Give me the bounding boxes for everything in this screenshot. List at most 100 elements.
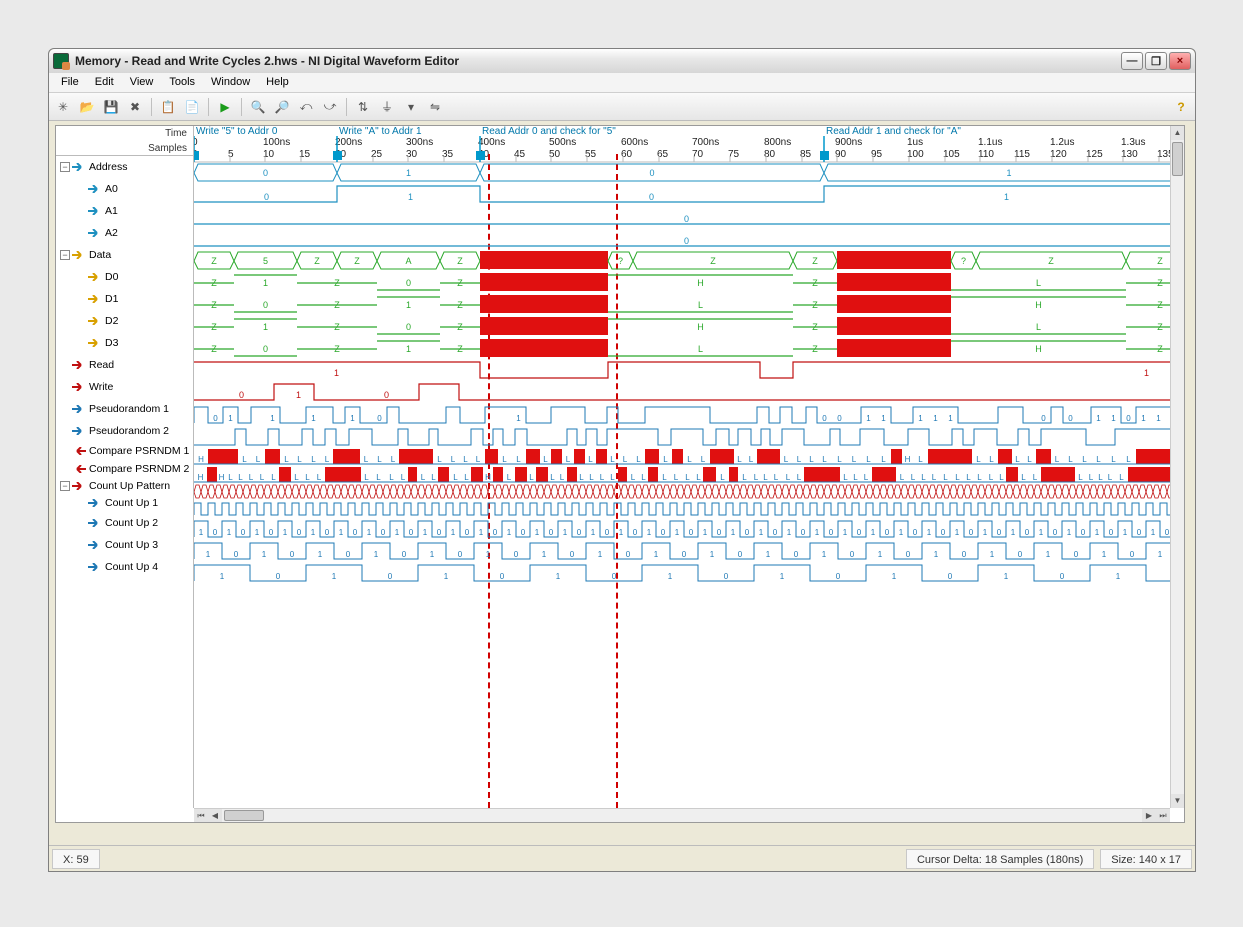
svg-text:L: L	[1119, 473, 1124, 482]
minimize-button[interactable]: —	[1121, 52, 1143, 70]
waveform-compare-psrndm-1[interactable]: HLLLLLLLLLLLLLLLLLLLLLLLLLLLLLLLLLLHLLLL…	[194, 449, 1170, 464]
svg-text:Z: Z	[457, 256, 463, 266]
svg-text:0: 0	[913, 528, 918, 537]
waveform-pseudorandom-2[interactable]	[194, 429, 1170, 445]
menu-tools[interactable]: Tools	[161, 73, 203, 92]
waveform-a1[interactable]: 0	[194, 214, 1170, 224]
signal-row-d3[interactable]: D3	[56, 332, 193, 354]
help-button[interactable]: ?	[1171, 97, 1191, 117]
scroll-down-button[interactable]: ▼	[1171, 794, 1184, 808]
waveform-d1[interactable]: Z0Z1ZLZHZ	[194, 295, 1170, 313]
svg-text:L: L	[742, 473, 747, 482]
svg-text:1: 1	[311, 414, 316, 423]
scroll-up-button[interactable]: ▲	[1171, 126, 1184, 140]
menu-window[interactable]: Window	[203, 73, 258, 92]
toolbar-button-4-2[interactable]: ▾	[401, 97, 421, 117]
toolbar-button-1-0[interactable]: 📋	[158, 97, 178, 117]
waveform-compare-psrndm-2[interactable]: HHLLLLLLLLLLLLLLLLHLLLLLLLLLLLLLLLLLLLLL…	[194, 467, 1170, 482]
scroll-begin-button[interactable]: ⏮	[194, 809, 208, 822]
toolbar-button-4-0[interactable]: ⇅	[353, 97, 373, 117]
hscroll-thumb[interactable]	[224, 810, 264, 821]
signal-row-count-up-3[interactable]: Count Up 3	[56, 534, 193, 556]
toolbar-button-4-3[interactable]: ⇋	[425, 97, 445, 117]
scroll-end-button[interactable]: ⏭	[1156, 809, 1170, 822]
scroll-left-button[interactable]: ◀	[208, 809, 222, 822]
waveform-pseudorandom-1[interactable]: 0111101001111100110111	[194, 407, 1170, 423]
expand-toggle[interactable]: −	[60, 162, 70, 172]
toolbar-button-3-0[interactable]: 🔍	[248, 97, 268, 117]
waveform-a0[interactable]: 0101	[194, 186, 1170, 202]
signal-row-a2[interactable]: A2	[56, 222, 193, 244]
svg-text:Z: Z	[710, 256, 716, 266]
toolbar-button-3-3[interactable]: ⤻	[320, 97, 340, 117]
waveform-d3[interactable]: Z0Z1ZLZHZ	[194, 339, 1170, 357]
menubar: FileEditViewToolsWindowHelp	[49, 73, 1195, 93]
signal-name: Address	[89, 161, 128, 173]
waveform-count-up-3[interactable]: 101010101010101010101010101010101010	[194, 543, 1170, 559]
waveform-data[interactable]: Z5ZZAZ?ZZ?ZZ	[194, 251, 1170, 269]
close-button[interactable]: ×	[1169, 52, 1191, 70]
waveform-count-up-1[interactable]	[194, 503, 1170, 515]
toolbar-button-2-0[interactable]: ▶	[215, 97, 235, 117]
signal-row-d2[interactable]: D2	[56, 310, 193, 332]
signal-row-d1[interactable]: D1	[56, 288, 193, 310]
waveform-d2[interactable]: Z1Z0ZHZLZ	[194, 317, 1170, 335]
toolbar-button-0-3[interactable]: ✖	[125, 97, 145, 117]
toolbar-button-1-1[interactable]: 📄	[182, 97, 202, 117]
signal-row-a1[interactable]: A1	[56, 200, 193, 222]
waveform-a2[interactable]: 0	[194, 236, 1170, 246]
svg-text:0: 0	[458, 550, 463, 559]
svg-text:Z: Z	[334, 344, 340, 354]
signal-row-d0[interactable]: D0	[56, 266, 193, 288]
svg-text:Z: Z	[457, 278, 463, 288]
toolbar-button-0-1[interactable]: 📂	[77, 97, 97, 117]
maximize-button[interactable]: ❐	[1145, 52, 1167, 70]
menu-view[interactable]: View	[122, 73, 162, 92]
titlebar[interactable]: Memory - Read and Write Cycles 2.hws - N…	[49, 49, 1195, 73]
waveform-svg[interactable]: 0101010100Z5ZZAZ?ZZ?ZZZ1Z0ZHZLZZ0Z1ZLZHZ…	[194, 126, 1170, 592]
toolbar-button-4-1[interactable]: ⏚	[377, 97, 397, 117]
menu-help[interactable]: Help	[258, 73, 297, 92]
expand-toggle[interactable]: −	[60, 481, 70, 491]
toolbar-button-3-1[interactable]: 🔎	[272, 97, 292, 117]
signal-row-count-up-1[interactable]: Count Up 1	[56, 494, 193, 512]
waveform-d0[interactable]: Z1Z0ZHZLZ	[194, 273, 1170, 291]
waveform-address[interactable]: 0101	[194, 164, 1170, 181]
signal-row-pseudorandom-2[interactable]: Pseudorandom 2	[56, 420, 193, 442]
signal-row-data[interactable]: −Data	[56, 244, 193, 266]
waveform-count-up-4[interactable]: 101010101010101010	[194, 565, 1170, 581]
signal-row-address[interactable]: − Address	[56, 156, 193, 178]
svg-text:Z: Z	[1048, 256, 1054, 266]
menu-edit[interactable]: Edit	[87, 73, 122, 92]
svg-text:1: 1	[1004, 192, 1009, 202]
expand-toggle[interactable]: −	[60, 250, 70, 260]
waveform-read[interactable]: 11	[194, 362, 1170, 378]
svg-text:1: 1	[408, 192, 413, 202]
svg-text:L: L	[674, 473, 679, 482]
menu-file[interactable]: File	[53, 73, 87, 92]
waveform-panel[interactable]: 0100ns200ns300ns400ns500ns600ns700ns800n…	[194, 126, 1170, 808]
svg-text:L: L	[943, 473, 948, 482]
waveform-write[interactable]: 010	[194, 384, 1170, 400]
signal-row-write[interactable]: Write	[56, 376, 193, 398]
signal-row-count-up-2[interactable]: Count Up 2	[56, 512, 193, 534]
svg-text:0: 0	[353, 528, 358, 537]
scroll-right-button[interactable]: ▶	[1142, 809, 1156, 822]
toolbar-button-0-2[interactable]: 💾	[101, 97, 121, 117]
waveform-count-up-pattern[interactable]	[194, 485, 1170, 498]
signal-row-compare-psrndm-1[interactable]: Compare PSRNDM 1	[56, 442, 193, 460]
signal-row-count-up-pattern[interactable]: −Count Up Pattern	[56, 478, 193, 494]
signal-row-a0[interactable]: A0	[56, 178, 193, 200]
vscroll-thumb[interactable]	[1172, 142, 1183, 176]
signal-row-read[interactable]: Read	[56, 354, 193, 376]
toolbar-button-3-2[interactable]: ⤺	[296, 97, 316, 117]
signal-name: D3	[105, 337, 118, 349]
signal-row-count-up-4[interactable]: Count Up 4	[56, 556, 193, 578]
svg-text:L: L	[900, 473, 905, 482]
horizontal-scrollbar[interactable]: ⏮ ◀ ▶ ⏭	[194, 808, 1170, 822]
waveform-count-up-2[interactable]: 1010101010101010101010101010101010101010…	[194, 521, 1170, 537]
signal-row-pseudorandom-1[interactable]: Pseudorandom 1	[56, 398, 193, 420]
toolbar-button-0-0[interactable]: ✳	[53, 97, 73, 117]
vertical-scrollbar[interactable]: ▲ ▼	[1170, 126, 1184, 808]
signal-row-compare-psrndm-2[interactable]: Compare PSRNDM 2	[56, 460, 193, 478]
